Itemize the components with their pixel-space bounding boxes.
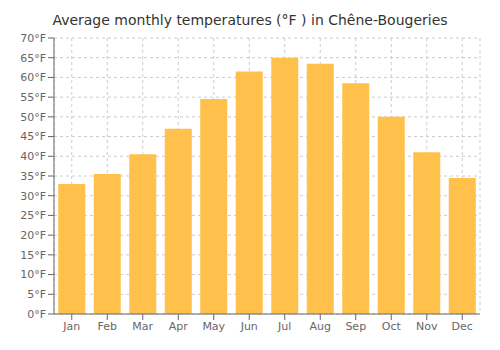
svg-text:45°F: 45°F [20, 130, 46, 143]
svg-text:10°F: 10°F [20, 268, 46, 281]
svg-text:Mar: Mar [132, 320, 153, 333]
svg-text:Feb: Feb [98, 320, 117, 333]
svg-text:15°F: 15°F [20, 249, 46, 262]
svg-text:Jan: Jan [62, 320, 80, 333]
svg-text:55°F: 55°F [20, 91, 46, 104]
svg-text:Oct: Oct [382, 320, 402, 333]
svg-text:Dec: Dec [452, 320, 473, 333]
svg-text:20°F: 20°F [20, 229, 46, 242]
svg-text:Jun: Jun [240, 320, 258, 333]
svg-text:40°F: 40°F [20, 150, 46, 163]
svg-text:50°F: 50°F [20, 111, 46, 124]
html-text:Average monthly temperatures (: Average monthly temperatures (°F ) in Ch… [52, 12, 448, 28]
svg-text:70°F: 70°F [20, 32, 46, 45]
svg-text:65°F: 65°F [20, 52, 46, 65]
svg-text:Jul: Jul [277, 320, 291, 333]
svg-text:30°F: 30°F [20, 190, 46, 203]
svg-text:60°F: 60°F [20, 71, 46, 84]
svg-text:Aug: Aug [310, 320, 331, 333]
svg-text:5°F: 5°F [27, 288, 46, 301]
svg-text:Sep: Sep [345, 320, 366, 333]
svg-text:Nov: Nov [416, 320, 438, 333]
svg-text:35°F: 35°F [20, 170, 46, 183]
svg-text:May: May [202, 320, 225, 333]
svg-text:25°F: 25°F [20, 209, 46, 222]
svg-text:0°F: 0°F [27, 308, 46, 321]
svg-text:Apr: Apr [169, 320, 189, 333]
